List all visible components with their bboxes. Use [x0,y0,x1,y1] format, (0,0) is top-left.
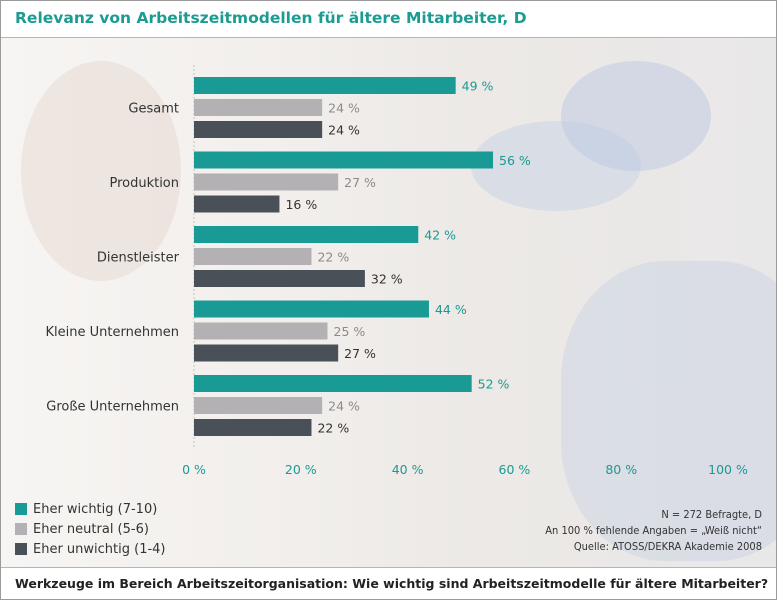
data-label: 42 % [424,228,456,243]
background-decor [21,61,181,281]
missing-answers-note: An 100 % fehlende Angaben = „Weiß nicht“ [545,524,762,537]
category-label: Große Unternehmen [46,400,179,415]
bar-wichtig [194,77,456,94]
data-label: 44 % [435,302,467,317]
bar-chart: Gesamt 49 % 24 % 24 % Produktion 56 % 27 % 16 %… [46,65,748,477]
x-tick-label: 80 % [605,462,637,477]
bar-unwichtig [194,121,323,138]
data-label: 49 % [462,79,494,94]
bar-unwichtig [194,195,280,213]
data-label: 16 % [285,197,317,212]
bar-unwichtig [194,419,312,436]
legend: Eher wichtig (7-10) Eher neutral (5-6) E… [15,499,166,559]
data-label: 27 % [344,346,376,361]
legend-item-wichtig: Eher wichtig (7-10) [15,499,166,519]
data-label: 52 % [478,377,510,392]
source-notes: N = 272 Befragte, D An 100 % fehlende An… [545,507,762,555]
source-note: Quelle: ATOSS/DEKRA Akademie 2008 [573,540,762,553]
bar-neutral [194,173,339,191]
x-tick-label: 0 % [182,462,206,477]
category-label: Kleine Unternehmen [46,325,179,340]
x-tick-label: 20 % [285,462,317,477]
bar-wichtig [194,375,472,392]
survey-question: Werkzeuge im Bereich Arbeitszeitorganisa… [15,576,769,591]
bar-wichtig [194,151,494,169]
x-tick-label: 100 % [708,462,748,477]
bar-neutral [194,322,328,340]
legend-label: Eher neutral (5-6) [33,521,149,537]
category-label: Dienstleister [97,251,180,266]
legend-swatch-neutral [15,523,27,535]
x-tick-label: 60 % [499,462,531,477]
footer-bar: Werkzeuge im Bereich Arbeitszeitorganisa… [1,567,776,599]
data-label: 56 % [499,153,531,168]
category-label: Produktion [109,176,179,191]
bar-neutral [194,248,312,265]
sample-size-note: N = 272 Befragte, D [661,508,762,521]
data-label: 22 % [317,250,349,265]
data-label: 22 % [317,421,349,436]
bar-neutral [194,99,323,116]
data-label: 24 % [328,399,360,414]
chart-title: Relevanz von Arbeitszeitmodellen für ält… [15,9,527,27]
legend-swatch-unwichtig [15,543,27,555]
bar-wichtig [194,226,419,243]
bar-neutral [194,397,323,414]
x-tick-label: 40 % [392,462,424,477]
data-label: 32 % [371,272,403,287]
title-bar: Relevanz von Arbeitszeitmodellen für ält… [1,1,776,38]
bar-unwichtig [194,270,365,287]
bar-unwichtig [194,344,339,362]
category-label: Gesamt [128,102,179,117]
data-label: 25 % [334,324,366,339]
bar-wichtig [194,300,429,318]
background-decor [561,261,776,561]
data-label: 24 % [328,101,360,116]
legend-label: Eher wichtig (7-10) [33,501,158,517]
legend-item-unwichtig: Eher unwichtig (1-4) [15,539,166,559]
data-label: 24 % [328,123,360,138]
legend-swatch-wichtig [15,503,27,515]
legend-label: Eher unwichtig (1-4) [33,541,166,557]
legend-item-neutral: Eher neutral (5-6) [15,519,166,539]
data-label: 27 % [344,175,376,190]
background-decor [561,61,711,171]
